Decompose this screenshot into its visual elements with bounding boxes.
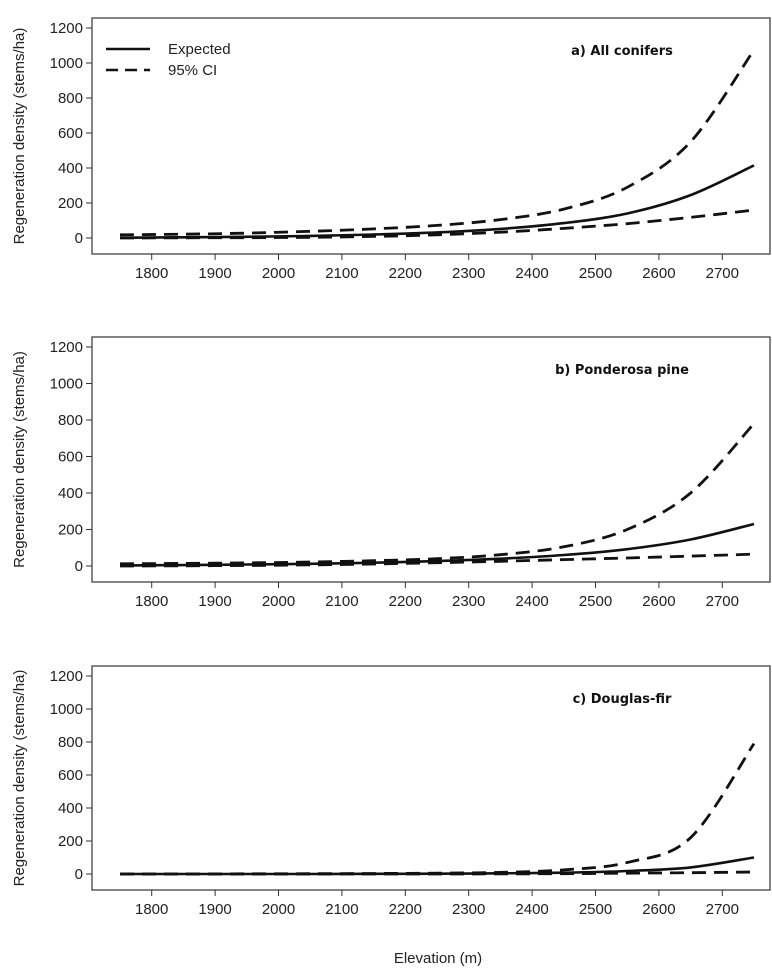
y-tick-label: 1000 xyxy=(50,701,83,718)
y-tick-label: 0 xyxy=(75,230,83,247)
y-tick-label: 400 xyxy=(58,160,83,177)
ci-line-2 xyxy=(119,552,755,568)
y-tick-label: 800 xyxy=(58,90,83,107)
x-tick-label: 2500 xyxy=(579,265,612,282)
x-tick-label: 1800 xyxy=(135,593,168,610)
x-tick-label: 2600 xyxy=(642,901,675,918)
y-tick-label: 0 xyxy=(75,866,83,883)
y-tick-label: 1200 xyxy=(50,668,83,685)
x-tick-label: 2300 xyxy=(452,593,485,610)
legend-label: Expected xyxy=(168,41,231,58)
x-tick-label: 2000 xyxy=(262,265,295,282)
y-axis-label: Regeneration density (stems/ha) xyxy=(11,28,28,245)
x-tick-label: 2100 xyxy=(325,265,358,282)
y-tick-label: 1000 xyxy=(50,55,83,72)
x-tick-label: 2400 xyxy=(515,901,548,918)
x-tick-label: 2000 xyxy=(262,593,295,610)
y-tick-label: 800 xyxy=(58,412,83,429)
x-tick-label: 2200 xyxy=(389,901,422,918)
x-tick-label: 1900 xyxy=(198,901,231,918)
x-tick-label: 2700 xyxy=(706,265,739,282)
y-tick-label: 800 xyxy=(58,734,83,751)
plot-frame xyxy=(91,336,771,583)
y-tick-label: 1200 xyxy=(50,339,83,356)
y-tick-label: 200 xyxy=(58,833,83,850)
ci-line-1 xyxy=(119,49,756,237)
x-tick-label: 1800 xyxy=(135,901,168,918)
x-tick-label: 1900 xyxy=(198,265,231,282)
x-tick-label: 2700 xyxy=(706,901,739,918)
y-axis-label: Regeneration density (stems/ha) xyxy=(11,351,28,568)
y-tick-label: 1000 xyxy=(50,376,83,393)
x-tick-label: 2500 xyxy=(579,901,612,918)
ci-line-1 xyxy=(120,742,756,876)
x-tick-label: 2200 xyxy=(389,593,422,610)
y-tick-label: 1200 xyxy=(50,20,83,37)
y-tick-label: 600 xyxy=(58,767,83,784)
panel-title: c) Douglas-fir xyxy=(573,692,672,707)
plot-frame xyxy=(91,665,771,891)
legend: Expected 95% CI xyxy=(106,41,231,79)
x-tick-label: 2100 xyxy=(325,593,358,610)
x-tick-label: 2300 xyxy=(452,901,485,918)
y-tick-label: 200 xyxy=(58,195,83,212)
ci-line-1 xyxy=(119,422,756,566)
panel-3: 0 200 400 600 800 1000 1200 1800 1900 2000 2100 220… xyxy=(11,665,771,918)
y-tick-label: 400 xyxy=(58,485,83,502)
y-tick-label: 600 xyxy=(58,125,83,142)
x-tick-label: 2700 xyxy=(706,593,739,610)
x-tick-label: 2500 xyxy=(579,593,612,610)
x-tick-label: 2400 xyxy=(515,593,548,610)
y-tick-label: 400 xyxy=(58,800,83,817)
x-tick-label: 2600 xyxy=(642,265,675,282)
x-tick-label: 1800 xyxy=(135,265,168,282)
legend-label: 95% CI xyxy=(168,62,217,79)
x-tick-label: 2300 xyxy=(452,265,485,282)
x-tick-label: 1900 xyxy=(198,593,231,610)
x-tick-label: 2000 xyxy=(262,901,295,918)
panel-2: 0 200 400 600 800 1000 1200 1800 1900 2000 2100 220… xyxy=(11,336,771,610)
ci-line-2 xyxy=(119,208,755,240)
panel-title: b) Ponderosa pine xyxy=(555,363,689,378)
panel-1: 0 200 400 600 800 1000 1200 1800 1900 2000 2100 220… xyxy=(11,17,771,282)
ci-line-2 xyxy=(120,870,755,876)
y-tick-label: 200 xyxy=(58,522,83,539)
expected-line xyxy=(119,164,755,239)
x-tick-label: 2200 xyxy=(389,265,422,282)
y-axis-label: Regeneration density (stems/ha) xyxy=(11,670,28,887)
x-tick-label: 2400 xyxy=(515,265,548,282)
expected-line xyxy=(120,856,755,876)
y-tick-label: 600 xyxy=(58,449,83,466)
panel-title: a) All conifers xyxy=(571,44,673,59)
x-axis-label: Elevation (m) xyxy=(394,950,482,967)
plot-frame xyxy=(91,17,771,255)
y-tick-label: 0 xyxy=(75,558,83,575)
x-tick-label: 2100 xyxy=(325,901,358,918)
x-tick-label: 2600 xyxy=(642,593,675,610)
